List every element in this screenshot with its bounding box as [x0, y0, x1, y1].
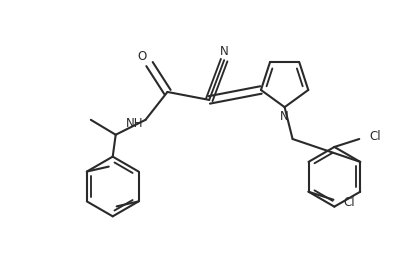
Text: NH: NH	[126, 117, 143, 130]
Text: N: N	[280, 110, 289, 123]
Text: Cl: Cl	[343, 196, 355, 209]
Text: Cl: Cl	[369, 130, 381, 142]
Text: N: N	[220, 45, 228, 58]
Text: O: O	[137, 50, 146, 63]
